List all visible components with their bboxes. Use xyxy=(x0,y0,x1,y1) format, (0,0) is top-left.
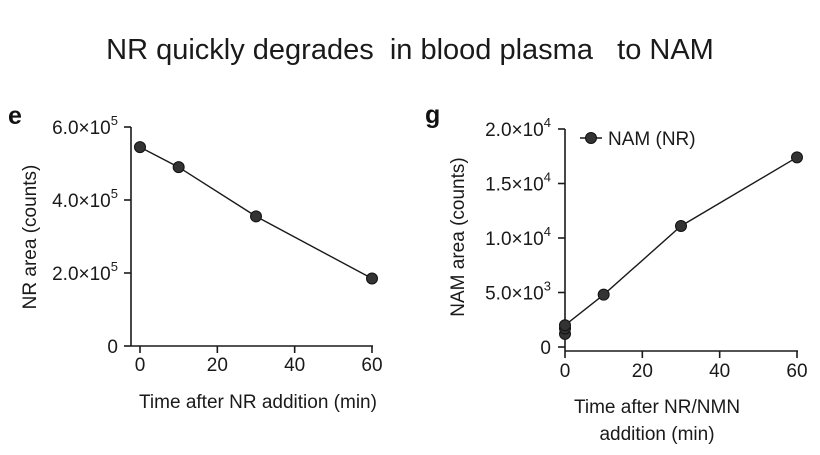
x-tick-label: 40 xyxy=(284,355,305,376)
data-point xyxy=(172,161,185,174)
data-point xyxy=(559,319,571,332)
x-axis-title: Time after NR/NMN xyxy=(574,397,740,418)
data-point xyxy=(250,210,262,223)
data-point xyxy=(675,220,687,233)
figure-title: NR quickly degrades in blood plasma to N… xyxy=(106,34,714,66)
legend-marker xyxy=(585,132,597,144)
x-axis-title: Time after NR addition (min) xyxy=(139,392,377,413)
x-tick-label: 20 xyxy=(207,355,228,376)
y-tick-label: 1.5×104 xyxy=(485,170,551,196)
y-tick-label: 2.0×105 xyxy=(52,259,118,285)
data-point xyxy=(366,272,378,285)
y-axis-title: NR area (counts) xyxy=(20,165,41,310)
y-tick-label: 6.0×105 xyxy=(52,113,118,139)
x-tick-label: 40 xyxy=(709,361,730,382)
chart-panel-e: e 0 2.0×105 4.0×105 6.0×105 0 20 40 60 Time after… xyxy=(8,102,383,413)
series-line xyxy=(564,156,798,334)
x-tick-label: 60 xyxy=(786,361,807,382)
x-axis-title: addition (min) xyxy=(599,424,714,445)
x-tick-label: 0 xyxy=(135,355,146,376)
data-point xyxy=(597,288,610,301)
legend-label: NAM (NR) xyxy=(608,129,696,150)
x-tick-label: 20 xyxy=(632,361,653,382)
y-tick-label: 1.0×104 xyxy=(485,224,551,250)
data-point xyxy=(791,151,803,164)
x-tick-label: 60 xyxy=(361,355,382,376)
chart-panel-g: g 0 5.0×103 1.0×104 1.5×104 2.0×104 0 20 40 60 Tim… xyxy=(425,101,808,445)
y-tick-label: 5.0×103 xyxy=(485,279,551,305)
y-tick-label: 0 xyxy=(107,337,118,358)
panel-label: g xyxy=(425,101,440,129)
panel-label: e xyxy=(8,102,22,130)
y-tick-label: 4.0×105 xyxy=(52,186,118,212)
data-point xyxy=(134,141,146,154)
y-axis-title: NAM area (counts) xyxy=(448,157,469,316)
y-tick-label: 2.0×104 xyxy=(485,115,551,141)
series-line xyxy=(139,146,373,280)
x-tick-label: 0 xyxy=(560,361,571,382)
y-tick-label: 0 xyxy=(540,338,551,359)
